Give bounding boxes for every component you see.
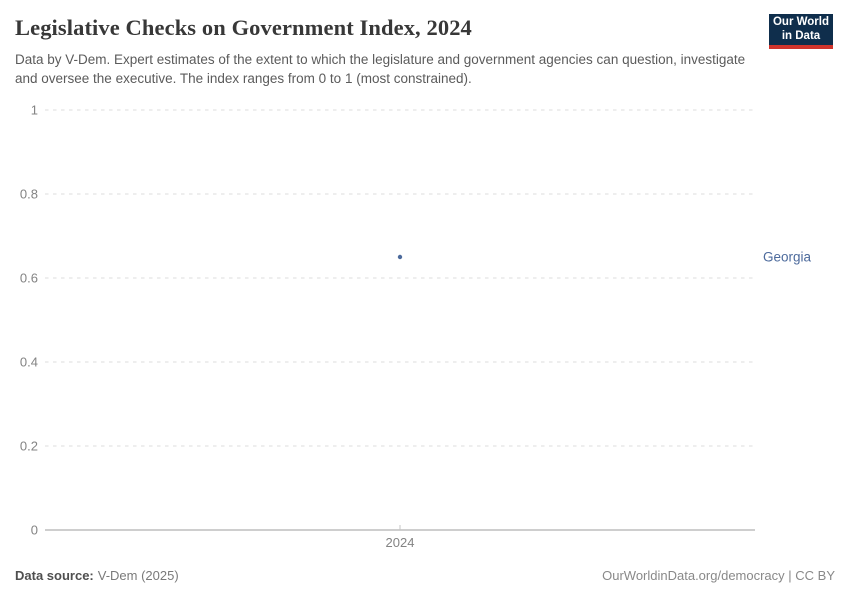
data-point-georgia[interactable] xyxy=(397,254,403,260)
chart-header: Legislative Checks on Government Index, … xyxy=(0,0,850,88)
y-tick-label: 0 xyxy=(31,523,38,538)
data-source-value: V-Dem (2025) xyxy=(97,568,179,583)
owid-logo[interactable]: Our World in Data xyxy=(769,14,833,49)
y-tick-label: 0.4 xyxy=(20,355,38,370)
owid-logo-line1: Our World xyxy=(772,16,829,28)
credit-link[interactable]: OurWorldinData.org/democracy | CC BY xyxy=(602,568,835,583)
entity-label[interactable]: Georgia xyxy=(763,250,812,265)
y-tick-label: 0.6 xyxy=(20,271,38,286)
x-tick-label: 2024 xyxy=(386,535,415,550)
chart-footer: Data source: V-Dem (2025) OurWorldinData.… xyxy=(15,568,835,583)
data-source-label: Data source: xyxy=(15,568,94,583)
y-tick-label: 1 xyxy=(31,103,38,118)
chart-subtitle: Data by V-Dem. Expert estimates of the e… xyxy=(15,52,746,87)
chart-title: Legislative Checks on Government Index, … xyxy=(15,15,472,40)
y-tick-label: 0.2 xyxy=(20,439,38,454)
data-source: Data source: V-Dem (2025) xyxy=(15,568,179,583)
owid-logo-line2: in Data xyxy=(781,29,821,42)
y-tick-label: 0.8 xyxy=(20,187,38,202)
